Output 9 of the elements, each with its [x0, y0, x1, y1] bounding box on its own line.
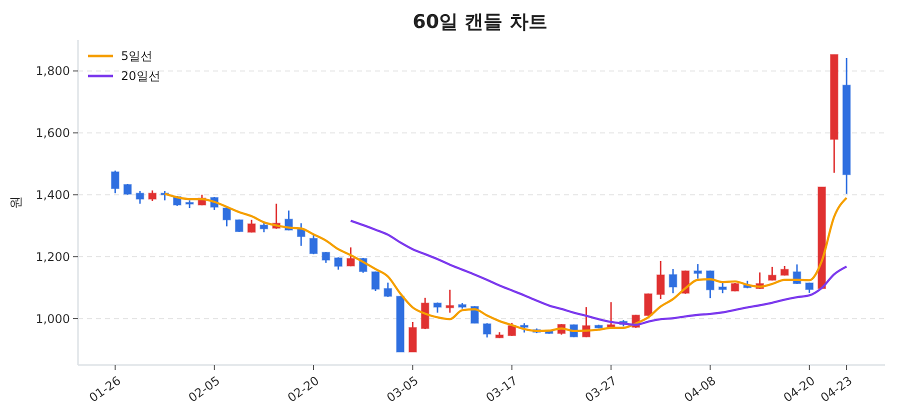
legend-label: 5일선 [121, 49, 153, 64]
y-axis-title: 원 [9, 196, 24, 209]
y-tick-label: 1,000 [36, 312, 70, 326]
y-tick-label: 1,600 [36, 126, 70, 140]
legend-label: 20일선 [121, 69, 160, 84]
y-tick-label: 1,200 [36, 250, 70, 264]
y-tick-label: 1,800 [36, 64, 70, 78]
y-tick-label: 1,400 [36, 188, 70, 202]
chart-title: 60일 캔들 차트 [412, 11, 548, 33]
